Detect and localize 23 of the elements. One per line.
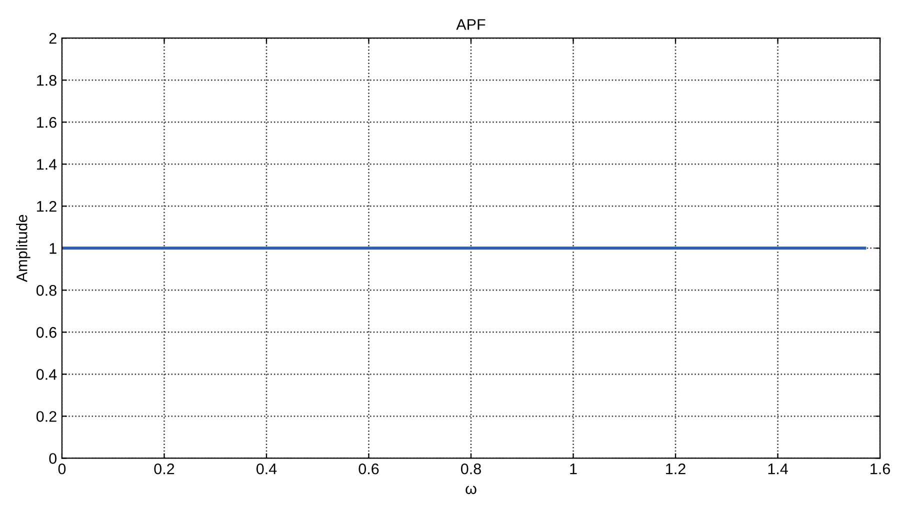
y-tick-label: 1 (50, 243, 56, 254)
x-axis-title: ω (466, 486, 476, 494)
y-tick-label: 1.4 (37, 159, 57, 170)
y-tick-label: 0 (49, 453, 57, 464)
y-tick-label: 0.4 (36, 369, 57, 380)
y-tick-label: 1.8 (37, 74, 56, 86)
chart-title: APF (456, 19, 486, 30)
y-tick-label: 0.6 (36, 327, 56, 338)
x-tick-label: 0.8 (460, 463, 481, 474)
x-tick-label: 1 (570, 464, 577, 474)
y-tick-label: 0.8 (36, 285, 56, 296)
x-tick-label: 1.6 (870, 463, 890, 474)
x-tick-label: 0 (58, 463, 66, 474)
y-tick-label: 0.2 (36, 411, 56, 422)
y-axis-title: Amplitude (16, 214, 30, 282)
y-tick-label: 1.6 (37, 116, 56, 128)
x-tick-label: 1.4 (768, 464, 788, 474)
x-tick-label: 0.6 (358, 463, 379, 474)
x-tick-label: 0.4 (256, 463, 277, 474)
x-tick-label: 1.2 (666, 463, 686, 474)
y-tick-label: 1.2 (37, 201, 56, 212)
x-tick-label: 0.2 (154, 463, 174, 474)
y-tick-label: 2 (49, 32, 56, 44)
